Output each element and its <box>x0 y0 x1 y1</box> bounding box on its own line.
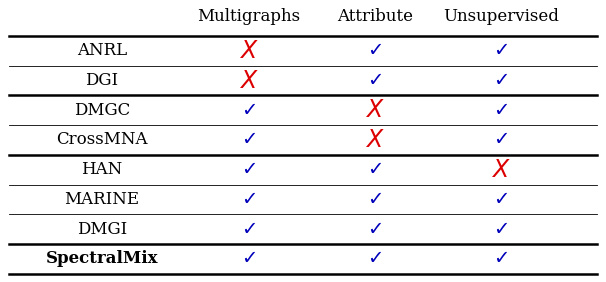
Text: ✓: ✓ <box>493 101 509 120</box>
Text: Attribute: Attribute <box>337 8 413 25</box>
Text: SpectralMix: SpectralMix <box>45 250 158 267</box>
Text: MARINE: MARINE <box>64 191 139 208</box>
Text: DGI: DGI <box>85 72 118 89</box>
Text: ✓: ✓ <box>367 220 383 239</box>
Text: $\mathit{X}$: $\mathit{X}$ <box>239 69 259 92</box>
Text: ✓: ✓ <box>493 220 509 239</box>
Text: $\mathit{X}$: $\mathit{X}$ <box>365 98 385 122</box>
Text: ✓: ✓ <box>241 190 257 209</box>
Text: ✓: ✓ <box>493 41 509 60</box>
Text: ✓: ✓ <box>493 190 509 209</box>
Text: ✓: ✓ <box>367 160 383 179</box>
Text: DMGC: DMGC <box>74 102 130 119</box>
Text: DMGI: DMGI <box>77 221 127 238</box>
Text: HAN: HAN <box>81 161 122 178</box>
Text: Unsupervised: Unsupervised <box>443 8 559 25</box>
Text: ✓: ✓ <box>493 71 509 90</box>
Text: ✓: ✓ <box>367 249 383 268</box>
Text: ✓: ✓ <box>241 220 257 239</box>
Text: ✓: ✓ <box>367 41 383 60</box>
Text: ✓: ✓ <box>241 101 257 120</box>
Text: $\mathit{X}$: $\mathit{X}$ <box>365 128 385 152</box>
Text: ✓: ✓ <box>367 190 383 209</box>
Text: ✓: ✓ <box>493 131 509 149</box>
Text: ✓: ✓ <box>493 249 509 268</box>
Text: $\mathit{X}$: $\mathit{X}$ <box>239 39 259 63</box>
Text: $\mathit{X}$: $\mathit{X}$ <box>491 158 511 182</box>
Text: ✓: ✓ <box>241 249 257 268</box>
Text: ✓: ✓ <box>241 131 257 149</box>
Text: ✓: ✓ <box>241 160 257 179</box>
Text: CrossMNA: CrossMNA <box>56 131 148 148</box>
Text: Multigraphs: Multigraphs <box>198 8 301 25</box>
Text: ✓: ✓ <box>367 71 383 90</box>
Text: ANRL: ANRL <box>77 42 127 59</box>
